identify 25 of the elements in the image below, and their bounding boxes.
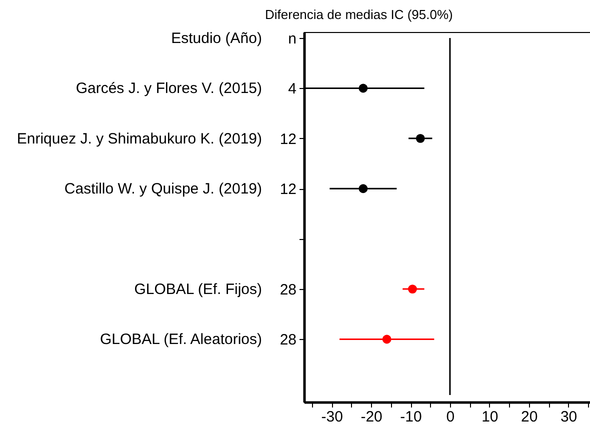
x-tick-label: 10 bbox=[482, 408, 498, 426]
point bbox=[358, 84, 368, 93]
y-tick-label: GLOBAL (Ef. Aleatorios) bbox=[100, 331, 262, 348]
y-tick-label: Castillo W. y Quispe J. (2019) bbox=[64, 180, 262, 198]
y2-tick-label: 28 bbox=[280, 332, 296, 349]
y-tick-label: Enriquez J. y Shimabukuro K. (2019) bbox=[16, 130, 262, 148]
x-tick-label: 20 bbox=[521, 408, 538, 426]
x-tick-label: 0 bbox=[446, 408, 455, 426]
y-tick-label: Estudio (Año) bbox=[171, 30, 262, 48]
point bbox=[416, 134, 425, 143]
x-tick-label: -10 bbox=[400, 408, 422, 426]
x-tick-label: -30 bbox=[321, 408, 343, 426]
point bbox=[408, 284, 417, 294]
y2-tick-label: 12 bbox=[280, 181, 296, 198]
y2-tick-label: 12 bbox=[280, 130, 296, 148]
y2-tick-label: 4 bbox=[288, 80, 296, 98]
y-tick-label: GLOBAL (Ef. Fijos) bbox=[134, 281, 262, 298]
y-tick-label: Garcés J. y Flores V. (2015) bbox=[76, 80, 262, 98]
y2-tick-label: n bbox=[288, 30, 296, 48]
x-tick-label: 30 bbox=[560, 408, 578, 426]
point bbox=[382, 334, 392, 344]
chart-title: Diferencia de medias IC (95.0%) bbox=[265, 7, 453, 22]
y2-tick-label: 28 bbox=[280, 282, 296, 299]
x-tick-label: -20 bbox=[360, 408, 382, 426]
point bbox=[358, 184, 368, 194]
